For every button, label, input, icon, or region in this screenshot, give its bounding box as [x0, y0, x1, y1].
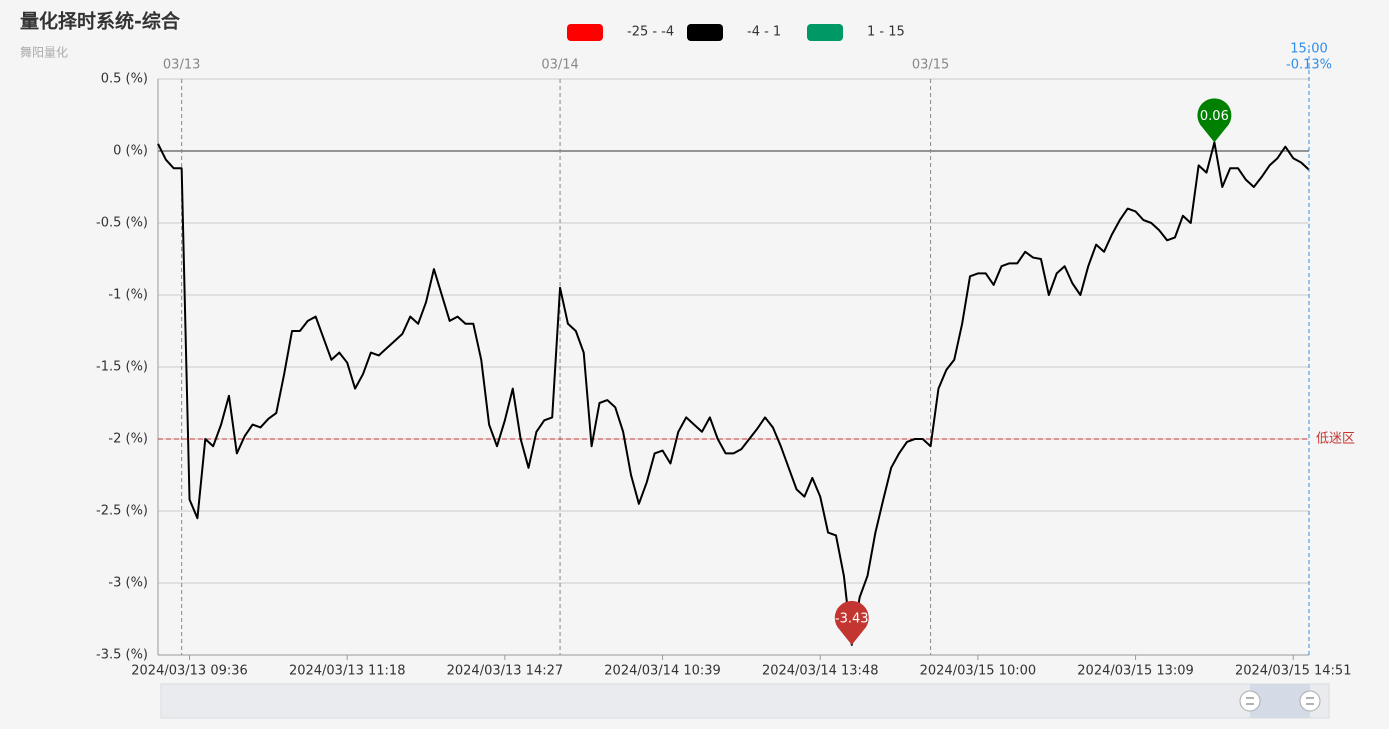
x-tick-label: 2024/03/14 13:48	[762, 664, 879, 679]
mark-point-label: -3.43	[835, 611, 869, 626]
mark-point	[834, 600, 869, 645]
y-tick-label: -3 (%)	[108, 576, 148, 591]
legend-label: -25 - -4	[627, 25, 674, 40]
y-tick-label: 0.5 (%)	[101, 72, 148, 87]
chart-title: 量化择时系统-综合	[20, 10, 181, 33]
legend-swatch	[807, 24, 843, 41]
pointer-value: -0.13%	[1286, 58, 1332, 73]
mark-line-label: 低迷区	[1316, 432, 1355, 447]
legend-label: -4 - 1	[747, 25, 781, 40]
day-label: 03/14	[541, 58, 578, 73]
x-tick-label: 2024/03/14 10:39	[604, 664, 721, 679]
data-zoom-track[interactable]	[160, 683, 1330, 719]
y-tick-label: -0.5 (%)	[96, 216, 148, 231]
day-label: 03/13	[163, 58, 200, 73]
data-zoom-handle[interactable]	[1239, 690, 1261, 712]
data-zoom-handle[interactable]	[1299, 690, 1321, 712]
y-tick-label: -1 (%)	[108, 288, 148, 303]
x-tick-label: 2024/03/15 10:00	[920, 664, 1037, 679]
y-tick-label: 0 (%)	[113, 144, 148, 159]
x-tick-label: 2024/03/13 09:36	[131, 664, 248, 679]
legend-swatch	[687, 24, 723, 41]
x-tick-label: 2024/03/13 14:27	[447, 664, 564, 679]
legend-label: 1 - 15	[867, 25, 905, 40]
mark-point-label: 0.06	[1200, 109, 1229, 124]
legend-swatch	[567, 24, 603, 41]
pointer-time: 15:00	[1290, 42, 1327, 57]
series-line	[157, 141, 1310, 646]
x-tick-label: 2024/03/15 13:09	[1077, 664, 1194, 679]
y-tick-label: -2.5 (%)	[96, 504, 148, 519]
y-tick-label: -2 (%)	[108, 432, 148, 447]
mark-point	[1197, 98, 1232, 143]
chart-subtitle: 舞阳量化	[20, 46, 68, 60]
day-label: 03/15	[912, 58, 949, 73]
y-tick-label: -3.5 (%)	[96, 648, 148, 663]
x-tick-label: 2024/03/15 14:51	[1235, 664, 1352, 679]
x-tick-label: 2024/03/13 11:18	[289, 664, 406, 679]
y-tick-label: -1.5 (%)	[96, 360, 148, 375]
